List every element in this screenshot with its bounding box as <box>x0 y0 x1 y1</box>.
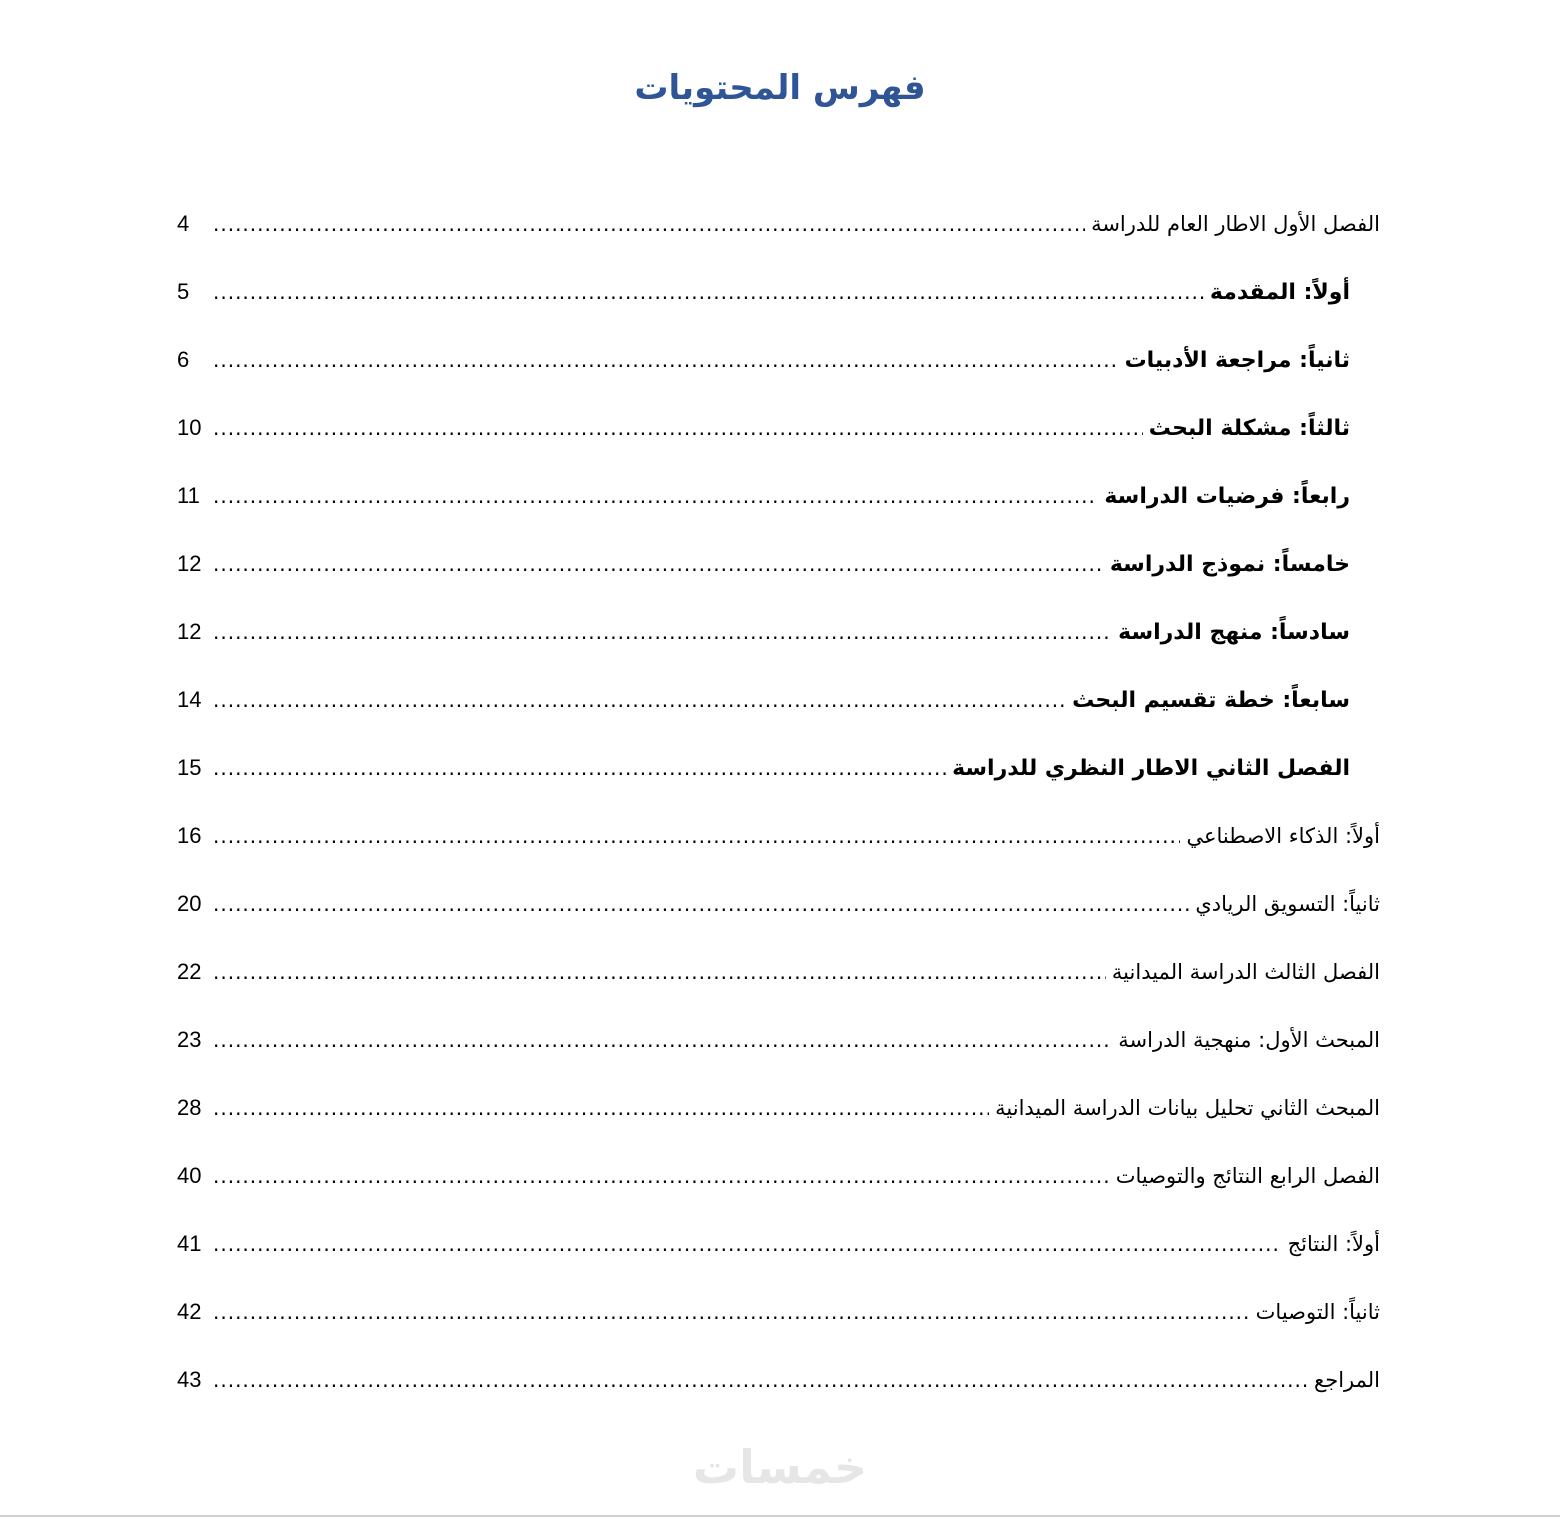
toc-entry-label: ثالثاً: مشكلة البحث <box>1148 415 1350 441</box>
toc-entry[interactable]: الفصل الرابع النتائج والتوصيات 40 <box>177 1142 1380 1210</box>
toc-entry[interactable]: ثانياً: التوصيات 42 <box>177 1278 1380 1346</box>
dot-leader <box>213 212 1085 236</box>
dot-leader <box>213 348 1119 372</box>
toc-entry-label: الفصل الثالث الدراسة الميدانية <box>1111 960 1380 984</box>
toc-entry-label: أولاً: الذكاء الاصطناعي <box>1186 824 1380 848</box>
toc-entry-page-number: 40 <box>177 1163 202 1188</box>
toc-entry[interactable]: سادساً: منهج الدراسة 12 <box>177 598 1380 666</box>
toc-entry[interactable]: الفصل الثالث الدراسة الميدانية 22 <box>177 938 1380 1006</box>
toc-entry[interactable]: ثالثاً: مشكلة البحث 10 <box>177 394 1380 462</box>
dot-leader <box>213 416 1143 440</box>
toc-entry[interactable]: المبحث الثاني تحليل بيانات الدراسة الميد… <box>177 1074 1380 1142</box>
toc-entry-page-number: 10 <box>177 415 202 440</box>
page-bottom-divider <box>0 1515 1560 1517</box>
toc-entry-page-number: 42 <box>177 1299 202 1324</box>
dot-leader <box>213 688 1066 712</box>
dot-leader <box>213 620 1112 644</box>
toc-entry-label: أولاً: النتائج <box>1287 1232 1380 1256</box>
dot-leader <box>213 1368 1308 1392</box>
toc-entry-page-number: 22 <box>177 959 202 984</box>
toc-entry-label: ثانياً: التسويق الريادي <box>1195 892 1380 916</box>
toc-entry[interactable]: خامساً: نموذج الدراسة 12 <box>177 530 1380 598</box>
toc-entry-label: ثانياً: التوصيات <box>1255 1300 1380 1324</box>
dot-leader <box>213 756 946 780</box>
toc-entry[interactable]: أولاً: المقدمة 5 <box>177 258 1380 326</box>
toc-entry-page-number: 43 <box>177 1367 202 1392</box>
toc-entry-page-number: 5 <box>177 279 190 304</box>
toc-entry[interactable]: الفصل الأول الاطار العام للدراسة 4 <box>177 190 1380 258</box>
toc-entry-page-number: 23 <box>177 1027 202 1052</box>
toc-entry[interactable]: أولاً: الذكاء الاصطناعي 16 <box>177 802 1380 870</box>
toc-entry-label: الفصل الثاني الاطار النظري للدراسة <box>952 755 1350 781</box>
dot-leader <box>213 960 1106 984</box>
dot-leader <box>213 280 1204 304</box>
watermark-logo: خمسات <box>692 1440 868 1494</box>
toc-entry-page-number: 28 <box>177 1095 202 1120</box>
toc-entry[interactable]: أولاً: النتائج 41 <box>177 1210 1380 1278</box>
dot-leader <box>213 552 1104 576</box>
dot-leader <box>213 1232 1282 1256</box>
toc-entry-page-number: 15 <box>177 755 202 780</box>
toc-entry[interactable]: المراجع 43 <box>177 1346 1380 1414</box>
dot-leader <box>213 484 1098 508</box>
table-of-contents: الفصل الأول الاطار العام للدراسة 4 أولاً: … <box>177 190 1380 1414</box>
dot-leader <box>213 824 1180 848</box>
page-title: فهرس المحتويات <box>634 68 926 108</box>
toc-entry-label: المبحث الثاني تحليل بيانات الدراسة الميد… <box>995 1096 1380 1120</box>
toc-entry-label: ثانياً: مراجعة الأدبيات <box>1124 347 1350 373</box>
dot-leader <box>213 892 1189 916</box>
toc-entry-label: سادساً: منهج الدراسة <box>1118 619 1350 645</box>
toc-entry[interactable]: ثانياً: مراجعة الأدبيات 6 <box>177 326 1380 394</box>
toc-entry-label: الفصل الرابع النتائج والتوصيات <box>1115 1164 1380 1188</box>
toc-entry-page-number: 20 <box>177 891 202 916</box>
toc-entry-label: الفصل الأول الاطار العام للدراسة <box>1091 212 1380 236</box>
toc-entry-label: أولاً: المقدمة <box>1209 279 1350 305</box>
dot-leader <box>213 1164 1110 1188</box>
toc-entry[interactable]: الفصل الثاني الاطار النظري للدراسة 15 <box>177 734 1380 802</box>
toc-entry-page-number: 11 <box>177 483 200 508</box>
toc-entry-page-number: 12 <box>177 551 202 576</box>
toc-entry[interactable]: ثانياً: التسويق الريادي 20 <box>177 870 1380 938</box>
toc-entry-page-number: 4 <box>177 211 190 236</box>
toc-entry-page-number: 41 <box>177 1231 202 1256</box>
toc-entry-page-number: 6 <box>177 347 190 372</box>
toc-entry-label: سابعاً: خطة تقسيم البحث <box>1072 687 1350 713</box>
dot-leader <box>213 1096 989 1120</box>
toc-entry[interactable]: المبحث الأول: منهجية الدراسة 23 <box>177 1006 1380 1074</box>
toc-entry-page-number: 14 <box>177 687 202 712</box>
dot-leader <box>213 1028 1112 1052</box>
toc-entry-page-number: 16 <box>177 823 202 848</box>
toc-entry-label: خامساً: نموذج الدراسة <box>1109 551 1350 577</box>
toc-entry[interactable]: رابعاً: فرضيات الدراسة 11 <box>177 462 1380 530</box>
toc-entry-label: رابعاً: فرضيات الدراسة <box>1104 483 1350 509</box>
toc-entry-label: المراجع <box>1314 1368 1380 1392</box>
toc-entry[interactable]: سابعاً: خطة تقسيم البحث 14 <box>177 666 1380 734</box>
toc-entry-page-number: 12 <box>177 619 202 644</box>
toc-entry-label: المبحث الأول: منهجية الدراسة <box>1118 1028 1380 1052</box>
dot-leader <box>213 1300 1250 1324</box>
